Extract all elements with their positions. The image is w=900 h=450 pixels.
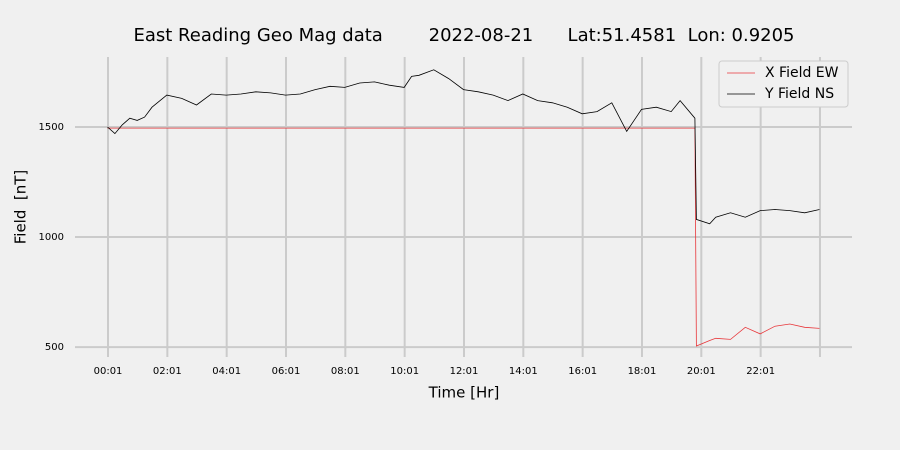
x-tick-label: 20:01 <box>687 366 716 377</box>
x-tick-label: 06:01 <box>272 366 301 377</box>
y-tick-label: 500 <box>45 342 64 353</box>
x-tick-label: 02:01 <box>153 366 182 377</box>
x-tick-label: 08:01 <box>331 366 360 377</box>
x-tick-label: 14:01 <box>509 366 538 377</box>
chart-title: East Reading Geo Mag data 2022-08-21 Lat… <box>133 25 794 46</box>
y-axis-label: Field [nT] <box>12 170 30 245</box>
x-tick-label: 16:01 <box>568 366 597 377</box>
x-tick-label: 04:01 <box>212 366 241 377</box>
data-line <box>107 127 820 347</box>
x-tick-label: 22:01 <box>746 366 775 377</box>
x-axis-label: Time [Hr] <box>428 384 500 402</box>
x-tick-label: 10:01 <box>390 366 419 377</box>
y-tick-label: 1000 <box>39 232 64 243</box>
x-tick-label: 18:01 <box>628 366 657 377</box>
legend-label: X Field EW <box>765 65 839 81</box>
x-tick-label: 00:01 <box>94 366 123 377</box>
y-tick-label: 1500 <box>39 122 64 133</box>
legend-box <box>718 60 849 108</box>
data-line <box>107 69 820 225</box>
legend-label: Y Field NS <box>764 86 834 102</box>
x-tick-label: 12:01 <box>450 366 479 377</box>
